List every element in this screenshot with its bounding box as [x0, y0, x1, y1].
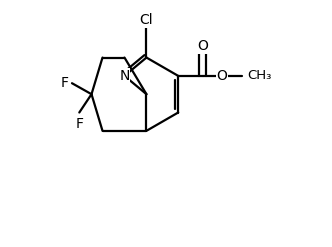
Text: CH₃: CH₃ [247, 69, 272, 82]
Text: F: F [75, 117, 83, 131]
Text: O: O [197, 39, 208, 53]
Text: Cl: Cl [140, 13, 153, 27]
Text: F: F [61, 76, 69, 90]
Text: N: N [119, 69, 130, 83]
Text: O: O [217, 69, 228, 83]
